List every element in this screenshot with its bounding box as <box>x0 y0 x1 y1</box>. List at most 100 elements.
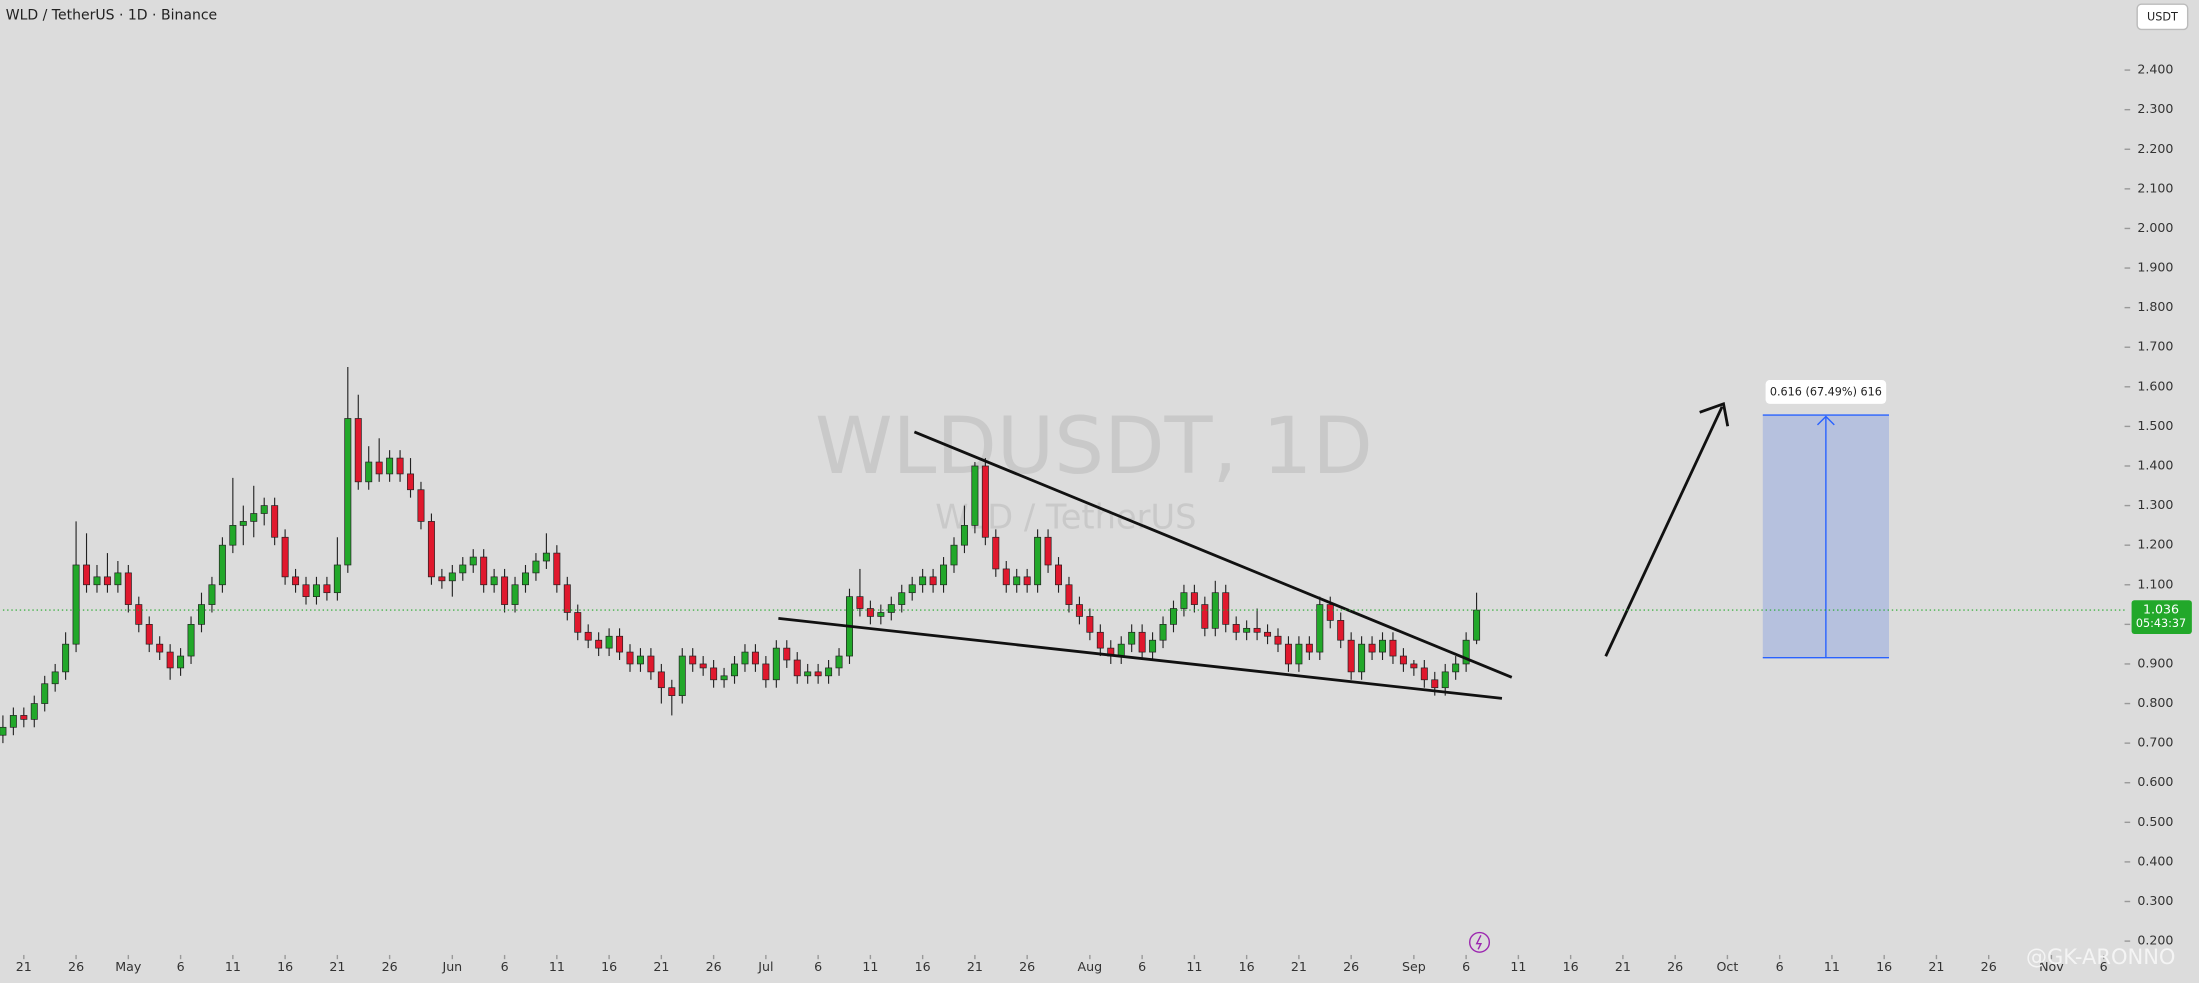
candle-body <box>992 536 1000 570</box>
candle-body <box>877 612 885 617</box>
x-tick-label: 16 <box>1876 959 1892 974</box>
y-tick-label: 1.700 <box>2137 339 2173 354</box>
candle-body <box>1180 592 1188 609</box>
candle-body <box>501 576 509 605</box>
candle-body <box>584 631 592 641</box>
y-tick-label: 2.000 <box>2137 220 2173 235</box>
candle-body <box>281 536 289 578</box>
candle-body <box>438 576 446 582</box>
candle-body <box>657 671 665 689</box>
candle-body <box>459 564 467 574</box>
candle-body <box>9 715 17 728</box>
x-tick-label: 11 <box>1186 959 1202 974</box>
event-icon[interactable] <box>1469 931 1491 953</box>
candle-body <box>1128 631 1136 645</box>
candle-body <box>448 572 456 582</box>
candle-body <box>1096 631 1104 649</box>
candle-body <box>950 544 958 566</box>
measure-arrow-head <box>1816 415 1835 426</box>
candle-body <box>354 418 362 483</box>
candle-body <box>250 513 258 522</box>
candle-body <box>1420 667 1428 681</box>
candle-body <box>835 655 843 669</box>
x-tick-label: 26 <box>1343 959 1359 974</box>
candle-body <box>1044 536 1052 566</box>
candle-body <box>1159 624 1167 641</box>
candle-body <box>616 635 624 653</box>
y-tick-label: 0.300 <box>2137 893 2173 908</box>
x-tick-label: 11 <box>862 959 878 974</box>
arrow <box>1604 406 1724 657</box>
candle-body <box>1441 671 1449 689</box>
x-tick-label: Oct <box>1717 959 1739 974</box>
y-tick-label: 1.500 <box>2137 418 2173 433</box>
candle-body <box>177 655 185 669</box>
candle-body <box>1358 643 1366 673</box>
x-tick-label: 11 <box>1510 959 1526 974</box>
candle-body <box>1253 627 1261 633</box>
currency-button[interactable] <box>2136 3 2189 31</box>
y-tick-label: 1.800 <box>2137 299 2173 314</box>
y-tick-label: 0.200 <box>2137 933 2173 948</box>
candle-body <box>804 671 812 677</box>
candle-body <box>166 651 174 669</box>
x-tick-label: 6 <box>1462 959 1470 974</box>
x-tick-label: Nov <box>2039 959 2064 974</box>
candle-body <box>647 655 655 673</box>
candle-body <box>1086 616 1094 633</box>
candle-body <box>239 521 247 526</box>
candle-body <box>710 667 718 681</box>
candle-body <box>1305 643 1313 653</box>
candle-body <box>731 663 739 677</box>
candle-body <box>427 521 435 578</box>
candle-body <box>51 671 59 685</box>
measure-label-box <box>1765 380 1887 404</box>
last-price-box <box>2131 600 2192 634</box>
candles <box>0 367 1481 744</box>
x-tick-label: 26 <box>68 959 84 974</box>
candle-body <box>396 457 404 475</box>
candle-body <box>124 572 132 605</box>
x-tick-label: 16 <box>1239 959 1255 974</box>
candle-body <box>1055 564 1063 586</box>
x-tick-label: 6 <box>1138 959 1146 974</box>
candle-body <box>1117 643 1125 657</box>
x-tick-label: 26 <box>1019 959 1035 974</box>
watermark-symbol: WLDUSDT, 1D <box>815 400 1373 492</box>
candle-body <box>187 624 195 657</box>
candle-body <box>1243 627 1251 633</box>
candle-body <box>417 489 425 522</box>
candle-body <box>0 726 7 736</box>
x-tick-label: 26 <box>382 959 398 974</box>
y-tick-label: 0.500 <box>2137 814 2173 829</box>
chart-title: WLD / TetherUS · 1D · Binance <box>6 7 217 23</box>
y-tick-label: 2.100 <box>2137 180 2173 195</box>
y-tick-label: 0.700 <box>2137 735 2173 750</box>
candle-body <box>260 505 268 514</box>
candle-body <box>866 608 874 617</box>
candle-body <box>689 655 697 665</box>
candle-body <box>1013 576 1021 586</box>
candle-body <box>407 473 415 491</box>
candle-body <box>72 564 80 645</box>
measure-label: 0.616 (67.49%) 616 <box>1770 386 1882 399</box>
candle-body <box>960 525 968 546</box>
candle-body <box>218 544 226 586</box>
candle-body <box>135 604 143 625</box>
x-tick-label: 26 <box>1981 959 1997 974</box>
candle-body <box>1284 643 1292 665</box>
candle-body <box>208 584 216 605</box>
candle-body <box>156 643 164 653</box>
candle-body <box>114 572 122 586</box>
candle-body <box>919 576 927 586</box>
candle-body <box>1431 679 1439 689</box>
candle-body <box>312 584 320 597</box>
candle-body <box>1264 631 1272 637</box>
candle-body <box>532 560 540 574</box>
candle-body <box>1379 639 1386 653</box>
credit: @GK-ARONNO <box>2026 944 2176 969</box>
x-tick-label: 6 <box>814 959 822 974</box>
x-tick-label: Jul <box>757 959 773 974</box>
y-tick-label: 0.900 <box>2137 655 2173 670</box>
